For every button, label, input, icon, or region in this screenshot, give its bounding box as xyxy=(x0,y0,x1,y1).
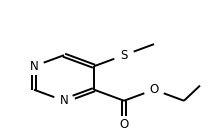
Text: O: O xyxy=(119,118,129,131)
Text: N: N xyxy=(60,94,68,107)
Text: O: O xyxy=(149,83,159,96)
Text: N: N xyxy=(30,60,38,73)
Text: S: S xyxy=(120,49,128,62)
